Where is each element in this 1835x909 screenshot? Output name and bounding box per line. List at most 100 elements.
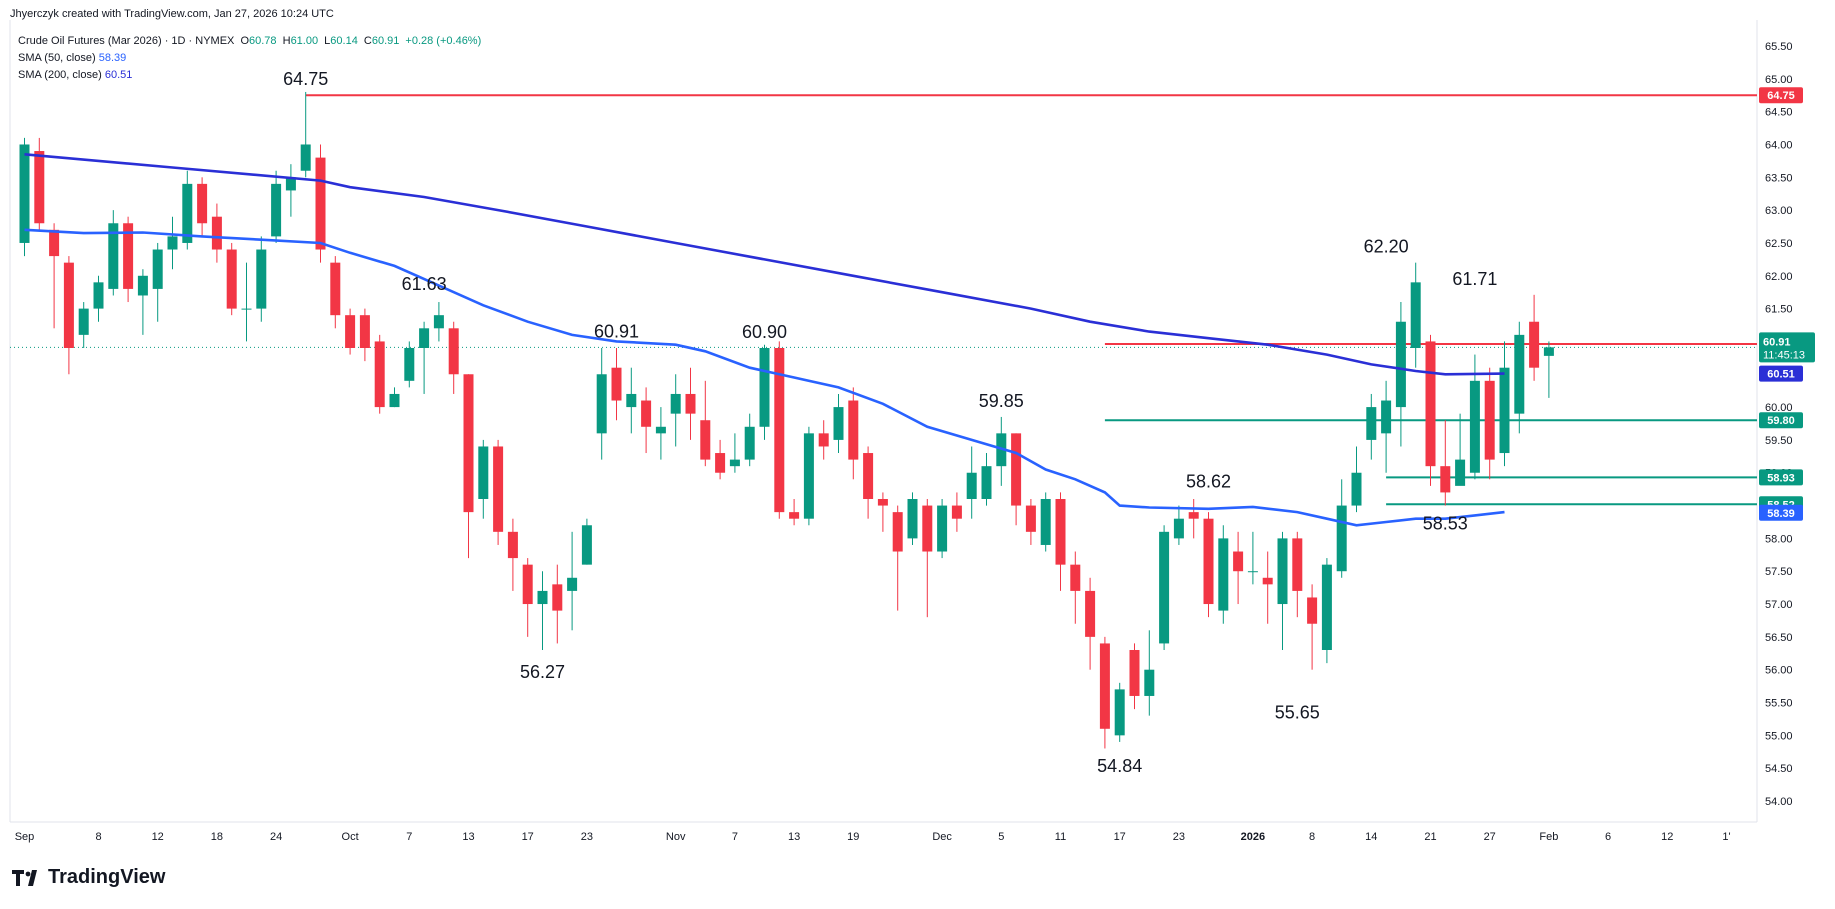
candle[interactable] (182, 170, 193, 250)
candle[interactable] (167, 216, 178, 270)
candle[interactable] (123, 216, 134, 303)
candle[interactable] (1055, 492, 1066, 591)
candle[interactable] (966, 446, 977, 519)
candle[interactable] (1203, 512, 1214, 618)
candle[interactable] (19, 137, 30, 257)
level-price-tag[interactable]: 59.80 (1759, 412, 1803, 429)
candle[interactable] (108, 210, 119, 296)
candle[interactable] (1233, 531, 1244, 605)
time-axis[interactable]: Sep 8 12 18 24 Oct 7 13 17 23 Nov 7 13 19 Dec 5 11 17 23 20… (15, 831, 1731, 843)
candle[interactable] (1262, 551, 1273, 624)
candle[interactable] (818, 420, 829, 460)
candle[interactable] (1011, 433, 1022, 526)
candle[interactable] (1425, 334, 1436, 486)
candle[interactable] (463, 374, 474, 559)
candle[interactable] (670, 374, 681, 447)
level-price-tag[interactable]: 64.75 (1759, 87, 1803, 104)
candle[interactable] (789, 499, 800, 526)
candle[interactable] (744, 413, 755, 467)
candle[interactable] (152, 242, 163, 322)
candle[interactable] (1307, 584, 1318, 670)
candle[interactable] (1114, 682, 1125, 742)
candle[interactable] (1543, 341, 1554, 398)
candle[interactable] (197, 177, 208, 237)
candle[interactable] (892, 505, 903, 611)
sma200-price-tag[interactable]: 60.51 (1759, 365, 1803, 382)
candle[interactable] (419, 321, 430, 394)
candle[interactable] (567, 531, 578, 631)
candle[interactable] (1395, 302, 1406, 447)
candle[interactable] (493, 439, 504, 545)
candle[interactable] (285, 164, 296, 217)
sma50-price-tag[interactable]: 58.39 (1759, 504, 1803, 521)
candle[interactable] (433, 302, 444, 342)
candle[interactable] (581, 518, 592, 565)
tradingview-logo[interactable]: TradingView (12, 866, 165, 889)
candle[interactable] (715, 439, 726, 480)
candle[interactable] (448, 321, 459, 394)
candle[interactable] (611, 348, 622, 421)
sma200-legend[interactable]: SMA (200, close) 60.51 (18, 69, 132, 81)
candle[interactable] (1292, 531, 1303, 618)
candle[interactable] (641, 387, 652, 454)
candle[interactable] (1099, 636, 1110, 749)
candle[interactable] (729, 433, 740, 473)
candle[interactable] (137, 269, 148, 335)
candle[interactable] (93, 275, 104, 322)
candle[interactable] (833, 393, 844, 454)
candle[interactable] (1336, 479, 1347, 578)
candle[interactable] (951, 492, 962, 532)
candle[interactable] (1440, 420, 1451, 506)
candle[interactable] (1040, 492, 1051, 552)
candle[interactable] (700, 380, 711, 467)
candle[interactable] (907, 492, 918, 545)
candle[interactable] (1381, 380, 1392, 473)
candle[interactable] (759, 344, 770, 440)
candle[interactable] (1247, 531, 1258, 585)
candle[interactable] (655, 407, 666, 460)
candle[interactable] (1218, 525, 1229, 624)
candle[interactable] (937, 499, 948, 559)
candle[interactable] (49, 223, 60, 329)
candle[interactable] (63, 256, 74, 375)
candle[interactable] (1173, 505, 1184, 545)
candle[interactable] (1321, 558, 1332, 664)
candle[interactable] (1025, 499, 1036, 545)
candle[interactable] (389, 387, 400, 408)
candle[interactable] (1070, 551, 1081, 624)
candle[interactable] (596, 348, 607, 460)
candle[interactable] (345, 308, 356, 355)
candle[interactable] (1514, 321, 1525, 434)
candle[interactable] (1351, 446, 1362, 513)
candle[interactable] (478, 439, 489, 519)
candle[interactable] (211, 203, 222, 263)
candle[interactable] (359, 308, 370, 362)
candle[interactable] (552, 564, 563, 644)
candle[interactable] (922, 499, 933, 618)
candle[interactable] (1499, 341, 1510, 467)
candle[interactable] (1455, 413, 1466, 486)
candle[interactable] (863, 446, 874, 519)
candle[interactable] (1144, 630, 1155, 716)
candle[interactable] (507, 518, 518, 591)
candle[interactable] (271, 170, 282, 243)
sma50-line[interactable] (24, 228, 1505, 527)
candle[interactable] (877, 492, 888, 532)
symbol-title[interactable]: Crude Oil Futures (Mar 2026) · 1D · NYME… (18, 35, 235, 47)
candle[interactable] (848, 387, 859, 480)
candle[interactable] (1469, 354, 1480, 480)
candle[interactable] (537, 571, 548, 650)
candle[interactable] (626, 367, 637, 434)
candle[interactable] (774, 341, 785, 519)
candle[interactable] (78, 302, 89, 348)
candle[interactable] (404, 341, 415, 388)
candle[interactable] (226, 242, 237, 316)
candle[interactable] (300, 91, 311, 178)
candle[interactable] (1129, 643, 1140, 710)
candle[interactable] (981, 453, 992, 506)
sma50-legend[interactable]: SMA (50, close) 58.39 (18, 52, 126, 64)
candle[interactable] (1410, 262, 1421, 368)
candle[interactable] (1188, 499, 1199, 539)
sma200-line[interactable] (24, 153, 1505, 376)
